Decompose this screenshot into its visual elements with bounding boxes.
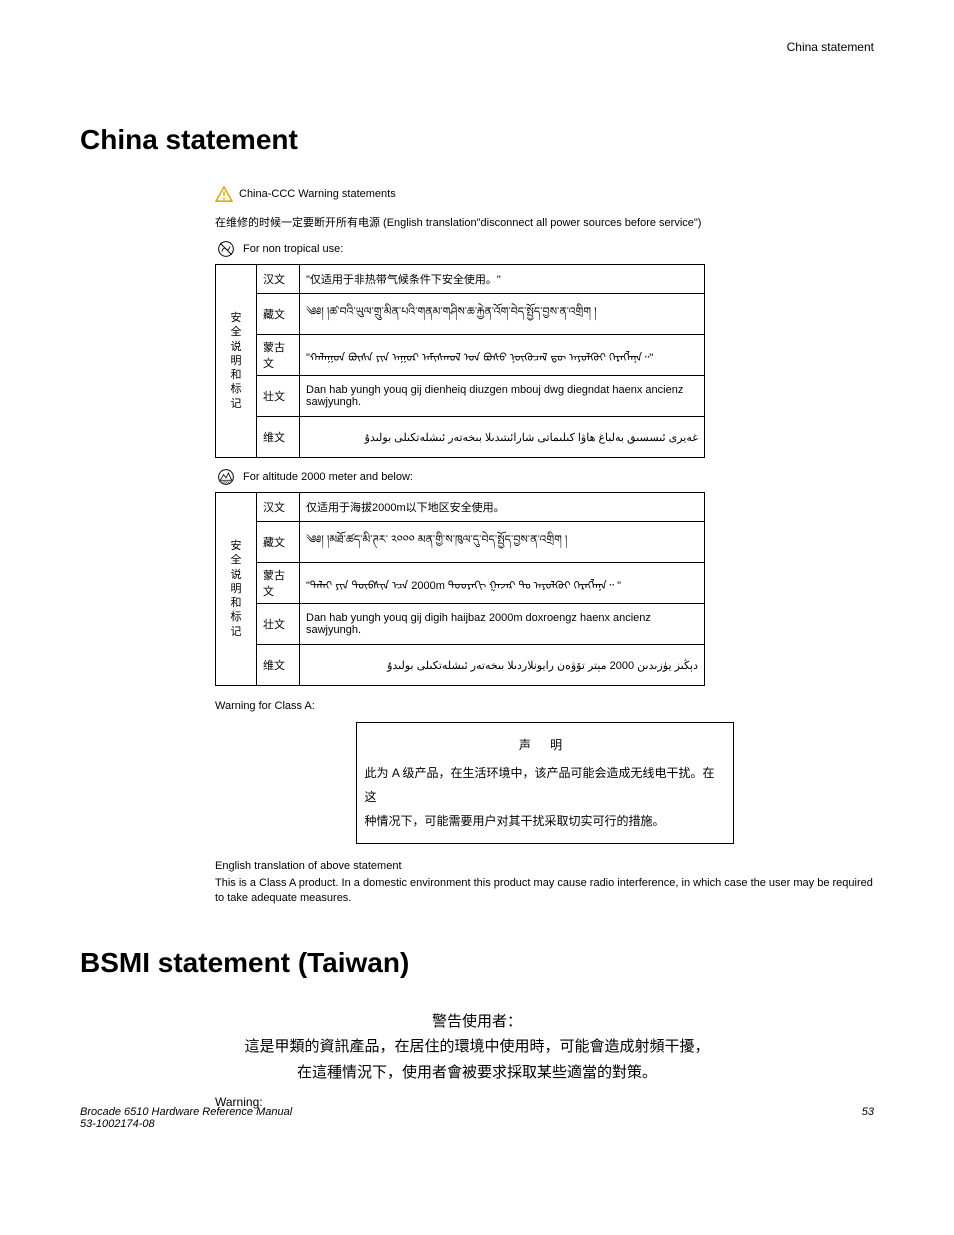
altitude-table: 安 全 说 明 和 标 记 汉文 仅适用于海拔2000m以下地区安全使用。 藏文… xyxy=(215,492,705,686)
svg-text:2000m: 2000m xyxy=(221,481,231,485)
altitude-line: 2000m For altitude 2000 meter and below: xyxy=(215,468,874,486)
content-block: China-CCC Warning statements 在维修的时候一定要断开… xyxy=(215,186,874,907)
bsmi-line: 警告使用者： xyxy=(80,1009,874,1035)
lang-cell: 维文 xyxy=(257,645,300,686)
altitude-label: For altitude 2000 meter and below: xyxy=(243,471,413,483)
footer-left: Brocade 6510 Hardware Reference Manual 5… xyxy=(80,1106,292,1130)
ccc-warning-text: China-CCC Warning statements xyxy=(239,188,396,200)
lang-cell: 壮文 xyxy=(257,604,300,645)
declaration-title: 声 明 xyxy=(365,733,725,757)
text-cell: دېڭىز يۈزىدىن 2000 مېتر تۆۋەن رايونلاردى… xyxy=(300,645,705,686)
table-row: 安 全 说 明 和 标 记 汉文 仅适用于海拔2000m以下地区安全使用。 xyxy=(216,493,705,522)
text-cell: "ᠬᠠᠯᠠᠭᠤᠨ ᠪᠦᠰᠡ ᠶᠢᠨ ᠠᠭᠤᠷ ᠠᠮᠢᠰᠬᠤᠯ ᠤᠨ ᠪᠤᠰᠤ ᠨ… xyxy=(300,335,705,376)
table-row: 维文 دېڭىز يۈزىدىن 2000 مېتر تۆۋەن رايونلا… xyxy=(216,645,705,686)
text-cell: غەيرى ئىسسىق بەلباغ ھاۋا كىلىماتى شارائى… xyxy=(300,417,705,458)
nontropical-table: 安 全 说 明 和 标 记 汉文 "仅适用于非热带气候条件下安全使用。" 藏文 … xyxy=(215,264,705,458)
lang-cell: 壮文 xyxy=(257,376,300,417)
table-side-label: 安 全 说 明 和 标 记 xyxy=(216,493,257,686)
text-cell: "仅适用于非热带气候条件下安全使用。" xyxy=(300,265,705,294)
text-cell: ༄༅། །མཐོ་ཚད་མི་ཊར་ ༢༠༠༠ མན་གྱི་ས་ཁུལ་དུ་… xyxy=(300,522,705,563)
table-row: 安 全 说 明 和 标 记 汉文 "仅适用于非热带气候条件下安全使用。" xyxy=(216,265,705,294)
declaration-line: 种情况下，可能需要用户对其干扰采取切实可行的措施。 xyxy=(365,809,725,833)
text-cell: Dan hab yungh youq gij dienheiq diuzgen … xyxy=(300,376,705,417)
table-row: 藏文 ༄༅། །མཐོ་ཚད་མི་ཊར་ ༢༠༠༠ མན་གྱི་ས་ཁུལ་… xyxy=(216,522,705,563)
running-head-right: China statement xyxy=(80,40,874,54)
table-side-label: 安 全 说 明 和 标 记 xyxy=(216,265,257,458)
altitude-icon: 2000m xyxy=(215,468,237,486)
lang-cell: 汉文 xyxy=(257,493,300,522)
bsmi-warning-block: 警告使用者： 這是甲類的資訊產品，在居住的環境中使用時，可能會造成射頻干擾， 在… xyxy=(80,1009,874,1086)
section-title-bsmi: BSMI statement (Taiwan) xyxy=(80,947,874,979)
bsmi-line: 在這種情況下，使用者會被要求採取某些適當的對策。 xyxy=(80,1060,874,1086)
page: China statement China statement China-CC… xyxy=(0,0,954,1160)
warning-class-a: Warning for Class A: xyxy=(215,700,874,712)
bsmi-line: 這是甲類的資訊產品，在居住的環境中使用時，可能會造成射頻干擾， xyxy=(80,1034,874,1060)
english-translation-body: This is a Class A product. In a domestic… xyxy=(215,876,874,907)
text-cell: "ᠳᠠᠯᠠᠢ ᠶᠢᠨ ᠲᠦᠪᠰᠢᠨ ᠡᠴᠡ 2000m ᠳᠣᠣᠷᠠᠬᠢ ᠭᠠᠵᠠ… xyxy=(300,563,705,604)
nontropical-icon xyxy=(215,240,237,258)
nontropical-label: For non tropical use: xyxy=(243,243,343,255)
page-footer: Brocade 6510 Hardware Reference Manual 5… xyxy=(80,1106,874,1130)
english-translation-label: English translation of above statement xyxy=(215,860,874,872)
lang-cell: 蒙古文 xyxy=(257,563,300,604)
table-row: 藏文 ༄༅། །ཚ་བའི་ཡུལ་གྲུ་མིན་པའི་གནམ་གཤིས་ཆ… xyxy=(216,294,705,335)
footer-page-number: 53 xyxy=(862,1106,874,1130)
disconnect-line: 在维修的时候一定要断开所有电源 (English translation"dis… xyxy=(215,214,874,230)
lang-cell: 维文 xyxy=(257,417,300,458)
warning-triangle-icon xyxy=(215,186,233,202)
lang-cell: 藏文 xyxy=(257,294,300,335)
lang-cell: 汉文 xyxy=(257,265,300,294)
table-row: 维文 غەيرى ئىسسىق بەلباغ ھاۋا كىلىماتى شار… xyxy=(216,417,705,458)
ccc-warning-line: China-CCC Warning statements xyxy=(215,186,874,202)
text-cell: Dan hab yungh youq gij digih haijbaz 200… xyxy=(300,604,705,645)
table-row: 壮文 Dan hab yungh youq gij dienheiq diuzg… xyxy=(216,376,705,417)
lang-cell: 蒙古文 xyxy=(257,335,300,376)
table-row: 蒙古文 "ᠬᠠᠯᠠᠭᠤᠨ ᠪᠦᠰᠡ ᠶᠢᠨ ᠠᠭᠤᠷ ᠠᠮᠢᠰᠬᠤᠯ ᠤᠨ ᠪᠤ… xyxy=(216,335,705,376)
declaration-line: 此为 A 级产品，在生活环境中，该产品可能会造成无线电干扰。在这 xyxy=(365,761,725,809)
lang-cell: 藏文 xyxy=(257,522,300,563)
text-cell: 仅适用于海拔2000m以下地区安全使用。 xyxy=(300,493,705,522)
table-row: 壮文 Dan hab yungh youq gij digih haijbaz … xyxy=(216,604,705,645)
declaration-box: 声 明 此为 A 级产品，在生活环境中，该产品可能会造成无线电干扰。在这 种情况… xyxy=(356,722,734,844)
text-cell: ༄༅། །ཚ་བའི་ཡུལ་གྲུ་མིན་པའི་གནམ་གཤིས་ཆ་རྐ… xyxy=(300,294,705,335)
section-title-china: China statement xyxy=(80,124,874,156)
nontropical-line: For non tropical use: xyxy=(215,240,874,258)
table-row: 蒙古文 "ᠳᠠᠯᠠᠢ ᠶᠢᠨ ᠲᠦᠪᠰᠢᠨ ᠡᠴᠡ 2000m ᠳᠣᠣᠷᠠᠬᠢ … xyxy=(216,563,705,604)
